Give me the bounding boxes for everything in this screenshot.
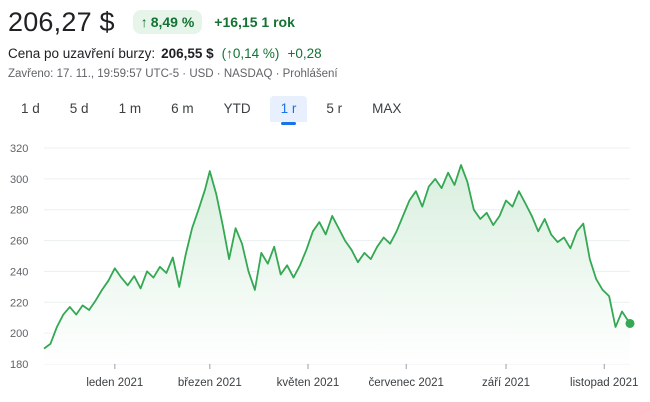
price-area <box>44 165 630 364</box>
change-percent-value: 8,49 % <box>150 14 195 30</box>
x-tick-label: září 2021 <box>482 377 530 389</box>
current-price-dot <box>625 318 635 328</box>
x-tick-label: květen 2021 <box>277 377 340 389</box>
change-period: 1 rok <box>261 14 295 30</box>
tab-range[interactable]: 5 r <box>326 101 343 116</box>
change-absolute-value: +16,15 <box>214 14 258 30</box>
x-tick-label: listopad 2021 <box>570 377 638 389</box>
tab-range[interactable]: 1 r <box>269 96 308 125</box>
tab-range[interactable]: 5 d <box>69 101 89 116</box>
change-percent-badge: ↑ 8,49 % <box>132 10 203 34</box>
y-tick-label: 300 <box>10 174 28 186</box>
current-price: 206,27 $ <box>8 6 115 37</box>
x-tick-label: leden 2021 <box>86 377 143 389</box>
y-tick-label: 320 <box>10 143 28 155</box>
y-tick-label: 260 <box>10 236 28 248</box>
price-header: 206,27 $ ↑ 8,49 % +16,15 1 rok <box>8 4 295 40</box>
change-absolute: +16,15 1 rok <box>214 14 295 30</box>
y-tick-label: 280 <box>10 205 28 217</box>
y-tick-label: 180 <box>10 359 28 371</box>
y-tick-label: 200 <box>10 328 28 340</box>
x-tick-label: březen 2021 <box>178 377 242 389</box>
y-tick-label: 240 <box>10 266 28 278</box>
price-chart[interactable]: 180 200 220 240 260 280 300 320 leden 2021 březe… <box>0 132 650 402</box>
after-hours-price: 206,55 $ <box>161 46 214 61</box>
after-hours-percent: (↑0,14 %) <box>221 46 280 61</box>
up-arrow-icon: ↑ <box>140 14 148 30</box>
tab-range[interactable]: 1 m <box>118 101 142 116</box>
y-axis: 180 200 220 240 260 280 300 320 <box>10 143 28 371</box>
price-line <box>43 164 631 350</box>
tab-range[interactable]: YTD <box>223 101 251 116</box>
range-tabs: 1 d 5 d 1 m 6 m YTD 1 r 5 r MAX <box>10 96 420 125</box>
x-tick-label: červenec 2021 <box>368 377 443 389</box>
y-tick-label: 220 <box>10 297 28 309</box>
tab-range[interactable]: 6 m <box>171 101 194 116</box>
after-hours-change: +0,28 <box>287 46 322 61</box>
after-hours-label: Cena po uzavření burzy: <box>8 46 156 61</box>
tab-range[interactable]: 1 d <box>21 101 40 116</box>
market-status: Zavřeno: 17. 11., 19:59:57 UTC-5 · USD ·… <box>8 68 338 80</box>
x-axis: leden 2021 březen 2021 květen 2021 červenec… <box>86 364 638 389</box>
after-hours-row: Cena po uzavření burzy: 206,55 $ (↑0,14 … <box>8 46 322 61</box>
tab-range[interactable]: MAX <box>372 101 402 116</box>
